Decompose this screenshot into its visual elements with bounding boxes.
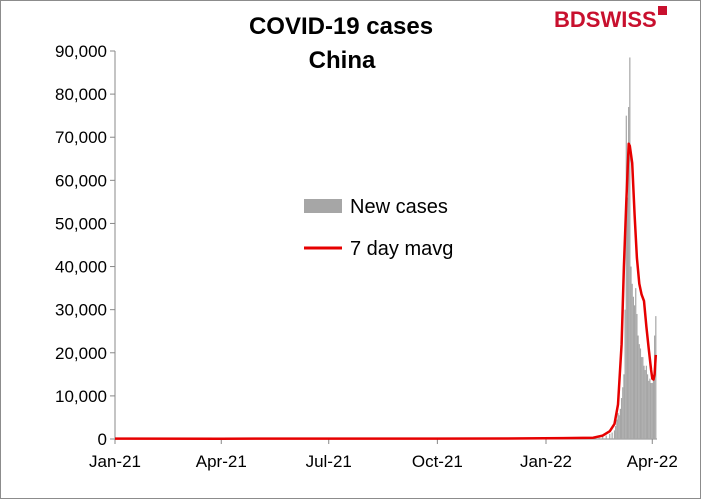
bar-new-cases — [602, 437, 603, 439]
bar-new-cases — [633, 297, 634, 439]
bar-new-cases — [654, 336, 655, 439]
bar-new-cases — [622, 387, 623, 439]
y-tick-label: 70,000 — [55, 128, 107, 147]
y-axis: 0 10,000 20,000 30,000 40,000 50,000 60,000 70,… — [55, 42, 115, 449]
bar-new-cases — [619, 415, 620, 439]
y-tick-label: 0 — [98, 430, 107, 449]
bar-new-cases — [653, 379, 654, 439]
legend-label-new-cases: New cases — [350, 196, 448, 218]
bar-new-cases — [621, 398, 622, 439]
bar-new-cases — [615, 426, 616, 439]
bar-new-cases — [634, 305, 635, 439]
bar-new-cases — [646, 366, 647, 439]
bar-new-cases — [649, 379, 650, 439]
bar-new-cases — [641, 357, 642, 439]
bar-new-cases — [625, 310, 626, 439]
bar-new-cases — [614, 430, 615, 439]
y-tick-label: 90,000 — [55, 42, 107, 61]
bar-new-cases — [655, 316, 656, 439]
chart-subtitle: China — [309, 47, 376, 74]
bar-new-cases — [639, 344, 640, 439]
bar-new-cases — [617, 413, 618, 439]
bar-new-cases — [647, 374, 648, 439]
swiss-cross-icon — [658, 6, 667, 15]
x-tick-label: Oct-21 — [412, 452, 463, 471]
bar-new-cases — [623, 374, 624, 439]
line-7-day-mavg — [115, 144, 656, 439]
y-tick-label: 40,000 — [55, 258, 107, 277]
bar-new-cases — [648, 381, 649, 439]
y-tick-label: 30,000 — [55, 301, 107, 320]
bar-new-cases — [620, 409, 621, 439]
x-tick-label: Apr-21 — [196, 452, 247, 471]
bar-new-cases — [645, 370, 646, 439]
bar-new-cases — [616, 420, 617, 439]
bar-new-cases — [599, 438, 600, 439]
bar-new-cases — [606, 436, 607, 439]
bar-new-cases — [636, 314, 637, 439]
line-series — [115, 144, 656, 439]
bar-new-cases — [635, 288, 636, 439]
bar-new-cases — [609, 434, 610, 439]
bar-new-cases — [627, 198, 628, 439]
bar-new-cases — [629, 57, 630, 439]
chart-title: COVID-19 cases — [249, 13, 433, 40]
y-tick-label: 60,000 — [55, 171, 107, 190]
x-tick-label: Jan-21 — [89, 452, 141, 471]
bar-new-cases — [638, 336, 639, 439]
y-tick-label: 50,000 — [55, 214, 107, 233]
legend: New cases 7 day mavg — [304, 196, 453, 260]
bar-new-cases — [652, 383, 653, 439]
x-tick-label: Jul-21 — [306, 452, 352, 471]
y-tick-label: 10,000 — [55, 387, 107, 406]
x-tick-label: Jan-22 — [520, 452, 572, 471]
brand-logo: BDSWISS — [554, 7, 667, 33]
bar-new-cases — [612, 433, 613, 439]
x-axis: Jan-21 Apr-21 Jul-21 Oct-21 Jan-22 Apr-22 — [89, 439, 678, 471]
bar-new-cases — [632, 284, 633, 439]
x-tick-label: Apr-22 — [627, 452, 678, 471]
y-tick-label: 80,000 — [55, 85, 107, 104]
y-tick-label: 20,000 — [55, 344, 107, 363]
bar-new-cases — [643, 366, 644, 439]
bar-new-cases — [630, 267, 631, 439]
legend-label-7-day-mavg: 7 day mavg — [350, 238, 453, 260]
bar-new-cases — [642, 357, 643, 439]
bar-new-cases — [640, 348, 641, 439]
legend-swatch-new-cases — [304, 199, 342, 213]
bar-new-cases — [650, 383, 651, 439]
